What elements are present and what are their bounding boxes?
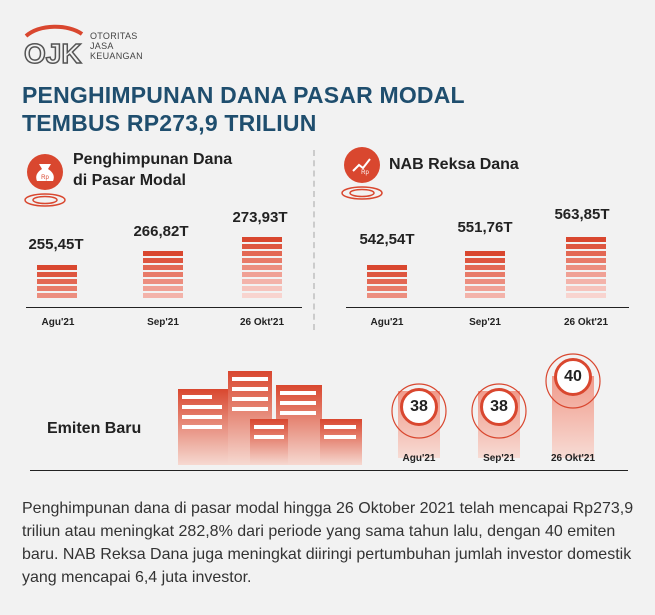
- bar-stripe: [143, 272, 183, 277]
- funds-period-label: Sep'21: [147, 317, 179, 328]
- nab-heading: NAB Reksa Dana: [389, 156, 519, 173]
- bar-stripe: [465, 258, 505, 263]
- bar-stripe: [242, 251, 282, 256]
- issuers-value: 40: [554, 358, 592, 396]
- bar-stripe: [37, 272, 77, 277]
- bar-stripe: [37, 265, 77, 270]
- nab-value-label: 551,76T: [457, 219, 513, 236]
- funds-heading: Penghimpunan Dana di Pasar Modal: [73, 149, 232, 191]
- bar-stripe: [566, 265, 606, 270]
- bar-stripe: [242, 258, 282, 263]
- brand-line-3: KEUANGAN: [90, 51, 143, 61]
- nab-bar: [465, 251, 505, 300]
- issuers-ring: [471, 383, 527, 439]
- funds-axis: [26, 307, 302, 308]
- bar-stripe: [367, 272, 407, 277]
- nab-bar: [367, 265, 407, 300]
- bar-stripe: [367, 279, 407, 284]
- funds-period-label: 26 Okt'21: [239, 317, 285, 328]
- summary-paragraph: Penghimpunan dana di pasar modal hingga …: [22, 500, 634, 586]
- bar-stripe: [566, 251, 606, 256]
- bar-stripe: [242, 293, 282, 298]
- bar-stripe: [566, 272, 606, 277]
- bar-stripe: [465, 251, 505, 256]
- bar-stripe: [143, 265, 183, 270]
- issuers-ring: [545, 353, 601, 409]
- issuers-period-label: Agu'21: [402, 453, 436, 464]
- bar-stripe: [566, 293, 606, 298]
- issuers-axis: [30, 470, 628, 471]
- bar-stripe: [465, 286, 505, 291]
- bar-stripe: [143, 279, 183, 284]
- funds-value-label: 255,45T: [28, 236, 84, 253]
- funds-bar: [37, 265, 77, 300]
- bar-stripe: [465, 293, 505, 298]
- bar-stripe: [37, 279, 77, 284]
- nab-period-label: Sep'21: [469, 317, 501, 328]
- page-title-line-2: TEMBUS RP273,9 TRILIUN: [22, 110, 317, 136]
- bar-stripe: [566, 279, 606, 284]
- funds-heading-line-1: Penghimpunan Dana: [73, 151, 233, 168]
- issuers-heading: Emiten Baru: [47, 420, 142, 437]
- brand-line-1: OTORITAS: [90, 31, 138, 41]
- funds-heading-line-2: di Pasar Modal: [73, 172, 186, 189]
- bar-stripe: [143, 251, 183, 256]
- issuers-value: 38: [400, 388, 438, 426]
- bar-stripe: [143, 286, 183, 291]
- money-bag-icon: Rp: [24, 154, 66, 207]
- ojk-logo: OJK: [23, 24, 84, 68]
- issuers-period-label: Sep'21: [483, 453, 515, 464]
- nab-value-label: 542,54T: [359, 231, 415, 248]
- bar-stripe: [242, 237, 282, 242]
- buildings-illustration: [178, 371, 362, 465]
- bar-stripe: [242, 279, 282, 284]
- svg-text:Rp: Rp: [41, 175, 49, 181]
- bar-stripe: [367, 265, 407, 270]
- bar-stripe: [465, 279, 505, 284]
- funds-value-label: 266,82T: [133, 223, 189, 240]
- svg-text:Rp: Rp: [361, 170, 369, 176]
- bar-stripe: [566, 237, 606, 242]
- bar-stripe: [367, 286, 407, 291]
- nab-bar: [566, 237, 606, 300]
- nab-axis: [346, 307, 629, 308]
- bar-stripe: [566, 286, 606, 291]
- bar-stripe: [242, 244, 282, 249]
- bar-stripe: [367, 293, 407, 298]
- growth-bag-icon: Rp: [341, 147, 383, 200]
- bar-stripe: [465, 265, 505, 270]
- bar-stripe: [242, 265, 282, 270]
- issuers-value: 38: [480, 388, 518, 426]
- nab-period-label: Agu'21: [370, 317, 404, 328]
- bar-stripe: [566, 258, 606, 263]
- nab-period-label: 26 Okt'21: [563, 317, 609, 328]
- bar-stripe: [465, 272, 505, 277]
- bar-stripe: [143, 258, 183, 263]
- bar-stripe: [143, 293, 183, 298]
- nab-value-label: 563,85T: [554, 206, 610, 223]
- funds-value-label: 273,93T: [232, 209, 288, 226]
- brand-name: OTORITAS JASA KEUANGAN: [90, 31, 143, 61]
- issuers-ring: [391, 383, 447, 439]
- logo-letters: OJK: [24, 38, 82, 68]
- funds-period-label: Agu'21: [41, 317, 75, 328]
- section-divider: [313, 150, 315, 330]
- brand-line-2: JASA: [90, 41, 114, 51]
- issuers-period-label: 26 Okt'21: [550, 453, 596, 464]
- funds-bar: [143, 251, 183, 300]
- funds-bar: [242, 237, 282, 300]
- bar-stripe: [566, 244, 606, 249]
- bar-stripe: [37, 293, 77, 298]
- bar-stripe: [37, 286, 77, 291]
- bar-stripe: [242, 272, 282, 277]
- page-title-line-1: PENGHIMPUNAN DANA PASAR MODAL: [22, 82, 465, 108]
- bar-stripe: [242, 286, 282, 291]
